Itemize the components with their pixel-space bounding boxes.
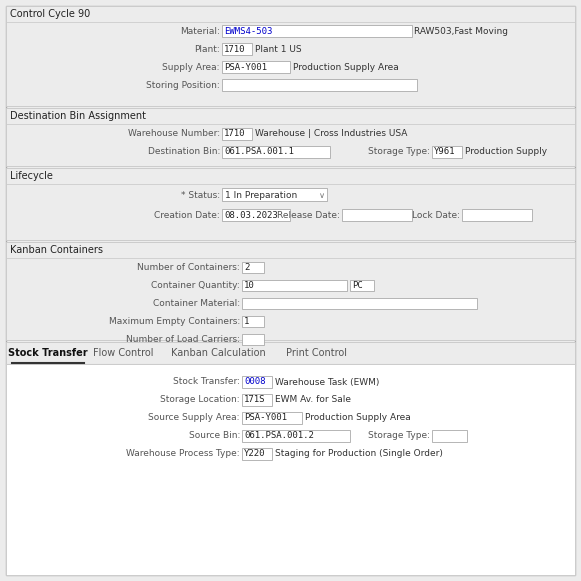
Text: Lifecycle: Lifecycle	[10, 171, 53, 181]
Text: Warehouse Process Type:: Warehouse Process Type:	[127, 450, 240, 458]
Text: Warehouse Number:: Warehouse Number:	[128, 130, 220, 138]
Text: Container Material:: Container Material:	[153, 299, 240, 307]
Text: Production Supply Area: Production Supply Area	[293, 63, 399, 71]
Bar	[242, 394, 272, 406]
Bar	[222, 61, 290, 73]
Text: Print Control: Print Control	[285, 348, 346, 358]
Bar	[242, 376, 272, 388]
Text: PC: PC	[352, 281, 363, 290]
Text: Storage Location:: Storage Location:	[160, 396, 240, 404]
Text: * Status:: * Status:	[181, 191, 220, 199]
Bar	[6, 364, 575, 575]
Text: Supply Area:: Supply Area:	[163, 63, 220, 71]
Text: 1710: 1710	[224, 130, 246, 138]
Text: Control Cycle 90: Control Cycle 90	[10, 9, 90, 19]
Text: 061.PSA.001.2: 061.PSA.001.2	[244, 432, 314, 440]
Text: 1710: 1710	[224, 45, 246, 53]
Text: 1 In Preparation: 1 In Preparation	[225, 191, 297, 199]
Bar	[242, 316, 264, 327]
Text: RAW503,Fast Moving: RAW503,Fast Moving	[414, 27, 508, 35]
Bar	[6, 168, 575, 240]
Text: EWMS4-503: EWMS4-503	[224, 27, 272, 35]
Text: Storage Type:: Storage Type:	[368, 432, 430, 440]
Bar	[222, 43, 252, 55]
Text: EWM Av. for Sale: EWM Av. for Sale	[275, 396, 351, 404]
Bar	[242, 448, 272, 460]
Text: Stock Transfer: Stock Transfer	[8, 348, 88, 358]
Bar	[432, 146, 462, 158]
Bar	[432, 430, 467, 442]
Bar	[222, 188, 327, 201]
Text: Staging for Production (Single Order): Staging for Production (Single Order)	[275, 450, 443, 458]
Text: Number of Containers:: Number of Containers:	[137, 263, 240, 271]
Bar	[242, 412, 302, 424]
Bar	[6, 108, 575, 166]
Text: Release Date:: Release Date:	[277, 210, 340, 220]
Text: Plant:: Plant:	[194, 45, 220, 53]
Text: Stock Transfer:: Stock Transfer:	[173, 378, 240, 386]
Text: Plant 1 US: Plant 1 US	[255, 45, 302, 53]
Text: Warehouse Task (EWM): Warehouse Task (EWM)	[275, 378, 379, 386]
Text: Number of Load Carriers:: Number of Load Carriers:	[126, 335, 240, 343]
Bar	[462, 209, 532, 221]
Text: Production Supply: Production Supply	[465, 148, 547, 156]
Text: Lock Date:: Lock Date:	[412, 210, 460, 220]
Text: Source Supply Area:: Source Supply Area:	[149, 414, 240, 422]
Text: Source Bin:: Source Bin:	[189, 432, 240, 440]
Text: 171S: 171S	[244, 396, 266, 404]
Bar	[222, 128, 252, 140]
Text: Destination Bin:: Destination Bin:	[148, 148, 220, 156]
Bar	[242, 430, 350, 442]
Text: Storage Type:: Storage Type:	[368, 148, 430, 156]
Bar	[242, 280, 347, 291]
Text: 08.03.2023: 08.03.2023	[224, 210, 278, 220]
Bar	[342, 209, 412, 221]
Text: 0008: 0008	[244, 378, 266, 386]
Text: Destination Bin Assignment: Destination Bin Assignment	[10, 111, 146, 121]
Bar	[350, 280, 374, 291]
Bar	[222, 209, 290, 221]
Bar	[242, 334, 264, 345]
Text: PSA-Y001: PSA-Y001	[244, 414, 287, 422]
Text: 10: 10	[244, 281, 254, 290]
Text: Maximum Empty Containers:: Maximum Empty Containers:	[109, 317, 240, 325]
Text: Flow Control: Flow Control	[93, 348, 153, 358]
Bar	[242, 262, 264, 273]
Bar	[222, 79, 417, 91]
Bar	[222, 25, 412, 37]
Text: Warehouse | Cross Industries USA: Warehouse | Cross Industries USA	[255, 130, 407, 138]
Text: Container Quantity:: Container Quantity:	[151, 281, 240, 289]
Text: Kanban Containers: Kanban Containers	[10, 245, 103, 255]
Bar	[6, 6, 575, 106]
Bar	[6, 342, 575, 364]
Text: 1: 1	[244, 317, 249, 326]
Text: Y220: Y220	[244, 450, 266, 458]
Text: Kanban Calculation: Kanban Calculation	[171, 348, 266, 358]
Bar	[222, 146, 330, 158]
Text: Y961: Y961	[434, 148, 456, 156]
Text: 2: 2	[244, 263, 249, 272]
Text: PSA-Y001: PSA-Y001	[224, 63, 267, 71]
Bar	[6, 242, 575, 340]
Text: Creation Date:: Creation Date:	[154, 210, 220, 220]
Text: 061.PSA.001.1: 061.PSA.001.1	[224, 148, 294, 156]
Bar	[242, 298, 477, 309]
Text: Production Supply Area: Production Supply Area	[305, 414, 411, 422]
Text: ∨: ∨	[319, 191, 325, 199]
Text: Material:: Material:	[180, 27, 220, 35]
Text: Storing Position:: Storing Position:	[146, 81, 220, 89]
